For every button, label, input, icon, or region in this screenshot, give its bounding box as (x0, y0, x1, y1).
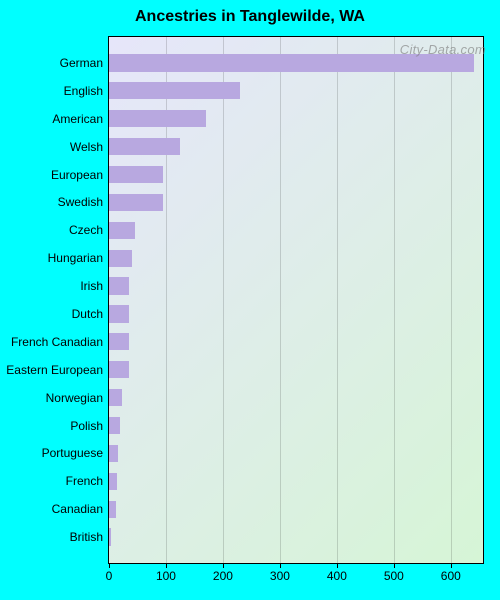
bar (109, 389, 122, 406)
bar (109, 333, 129, 350)
bar (109, 417, 120, 434)
y-tick-label: Irish (80, 279, 109, 293)
x-tick-label: 500 (384, 569, 404, 583)
y-tick-label: Hungarian (48, 251, 109, 265)
bar (109, 473, 117, 490)
x-tick-mark (394, 563, 395, 568)
y-tick-label: Welsh (70, 140, 109, 154)
x-tick-label: 200 (213, 569, 233, 583)
y-tick-label: Dutch (72, 307, 109, 321)
y-tick-label: Norwegian (46, 391, 109, 405)
x-tick-mark (337, 563, 338, 568)
y-tick-label: French Canadian (11, 335, 109, 349)
y-tick-label: American (52, 112, 109, 126)
bar (109, 194, 163, 211)
bar (109, 54, 474, 71)
y-tick-label: Czech (69, 223, 109, 237)
y-tick-label: German (60, 56, 109, 70)
chart-title: Ancestries in Tanglewilde, WA (0, 8, 500, 26)
bar (109, 445, 118, 462)
bar (109, 250, 132, 267)
bar (109, 501, 116, 518)
bar (109, 138, 180, 155)
y-tick-label: English (64, 84, 109, 98)
bar (109, 222, 135, 239)
x-tick-mark (451, 563, 452, 568)
x-tick-mark (223, 563, 224, 568)
x-tick-label: 300 (270, 569, 290, 583)
bar (109, 361, 129, 378)
y-tick-label: French (66, 474, 109, 488)
bar (109, 305, 129, 322)
bar (109, 528, 111, 545)
x-gridline (337, 37, 338, 563)
y-tick-label: Swedish (58, 195, 109, 209)
x-gridline (280, 37, 281, 563)
y-tick-label: Canadian (52, 502, 109, 516)
page-root: Ancestries in Tanglewilde, WA City-Data.… (0, 0, 500, 600)
bar (109, 82, 240, 99)
x-tick-mark (280, 563, 281, 568)
x-tick-label: 100 (156, 569, 176, 583)
bar (109, 277, 129, 294)
x-tick-label: 600 (441, 569, 461, 583)
y-tick-label: British (70, 530, 109, 544)
x-tick-mark (166, 563, 167, 568)
y-tick-label: Polish (70, 419, 109, 433)
y-tick-label: Eastern European (6, 363, 109, 377)
x-tick-label: 0 (106, 569, 113, 583)
x-tick-mark (109, 563, 110, 568)
x-gridline (451, 37, 452, 563)
x-gridline (394, 37, 395, 563)
x-gridline (223, 37, 224, 563)
bar (109, 166, 163, 183)
x-tick-label: 400 (327, 569, 347, 583)
y-tick-label: Portuguese (42, 446, 109, 460)
plot-area: 0100200300400500600GermanEnglishAmerican… (108, 36, 484, 564)
y-tick-label: European (51, 168, 109, 182)
bar (109, 110, 206, 127)
